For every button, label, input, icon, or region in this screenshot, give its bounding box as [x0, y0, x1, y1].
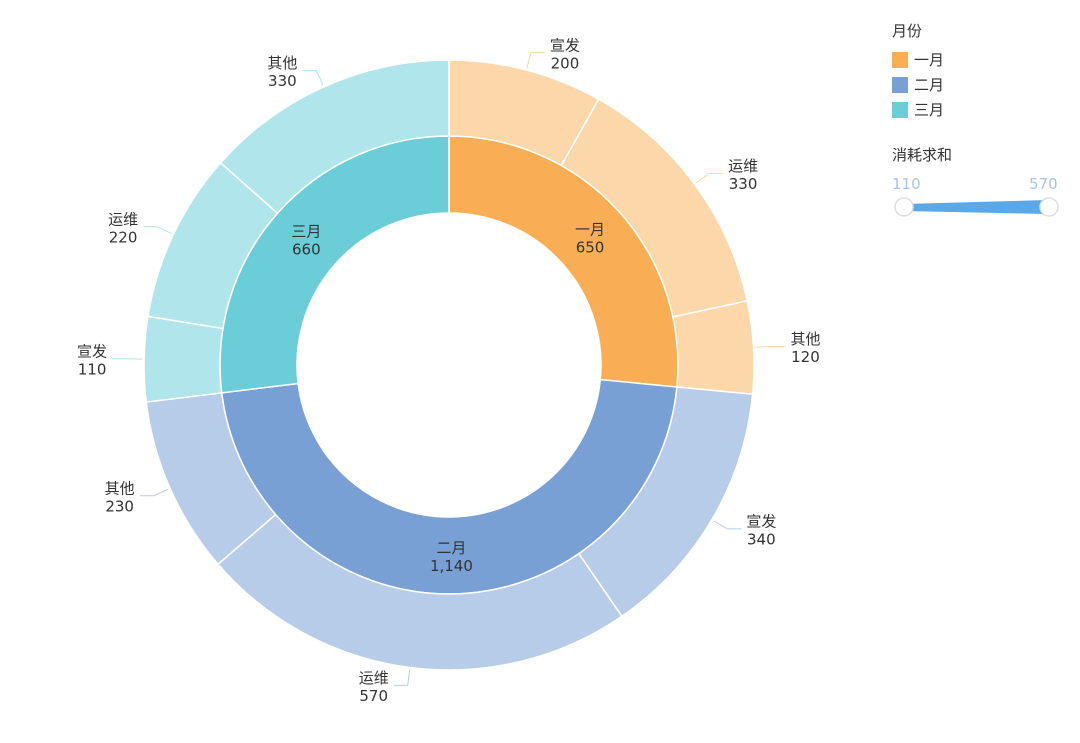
- slider-track: [904, 200, 1048, 214]
- leader-lines: [112, 52, 786, 686]
- outer-label-feb-ops: 运维 570: [359, 669, 389, 705]
- outer-slice-mar-promo[interactable]: [143, 315, 224, 403]
- leader-jan-promo: [526, 52, 545, 69]
- slider-min-label: 110: [892, 175, 921, 193]
- leader-jan-ops: [695, 172, 724, 184]
- outer-slice-jan-other[interactable]: [672, 300, 755, 396]
- outer-label-jan-other: 其他 120: [790, 330, 820, 366]
- legend-label-feb: 二月: [914, 76, 945, 94]
- slider-handle-min[interactable]: [894, 197, 914, 217]
- leader-feb-ops: [393, 669, 411, 686]
- outer-label-mar-promo: 宣发 110: [77, 343, 107, 379]
- legend-label-mar: 三月: [914, 101, 945, 119]
- outer-label-mar-other: 其他 330: [267, 54, 297, 90]
- legend-item-jan[interactable]: 一月: [892, 47, 944, 72]
- slider-handle-max[interactable]: [1039, 197, 1059, 217]
- outer-label-feb-other: 其他 230: [105, 479, 135, 515]
- outer-ring: [143, 59, 755, 671]
- leader-mar-other: [302, 69, 324, 86]
- leader-mar-ops: [143, 226, 172, 235]
- leader-feb-other: [139, 488, 169, 497]
- legend-title: 月份: [892, 22, 923, 40]
- legend-swatch-jan: [892, 51, 908, 68]
- inner-label-mar: 三月 660: [291, 222, 321, 258]
- range-slider[interactable]: [888, 194, 1068, 222]
- leader-feb-promo: [713, 520, 742, 530]
- outer-label-jan-promo: 宣发 200: [550, 36, 580, 72]
- legend-swatch-feb: [892, 76, 908, 93]
- inner-label-feb: 二月 1,140: [430, 539, 473, 575]
- legend-item-feb[interactable]: 二月: [892, 72, 944, 97]
- inner-ring: [219, 135, 679, 595]
- outer-label-feb-promo: 宣发 340: [746, 513, 776, 549]
- slider-max-label: 570: [1029, 175, 1058, 193]
- legend-label-jan: 一月: [914, 51, 945, 69]
- legend-swatch-mar: [892, 101, 908, 118]
- legend: 月份 一月 二月 三月: [892, 20, 944, 122]
- legend-item-mar[interactable]: 三月: [892, 97, 944, 122]
- leader-jan-other: [755, 345, 786, 348]
- outer-slice-mar-other[interactable]: [219, 59, 450, 215]
- outer-label-mar-ops: 运维 220: [108, 210, 138, 246]
- outer-label-jan-ops: 运维 330: [728, 157, 758, 193]
- data-labels: 一月 650 宣发 200 运维 330 其他 120 二月 1,140 宣发 340 运维 570 其他 2…: [77, 36, 820, 705]
- inner-label-jan: 一月 650: [575, 221, 605, 257]
- slider-title: 消耗求和: [892, 146, 953, 164]
